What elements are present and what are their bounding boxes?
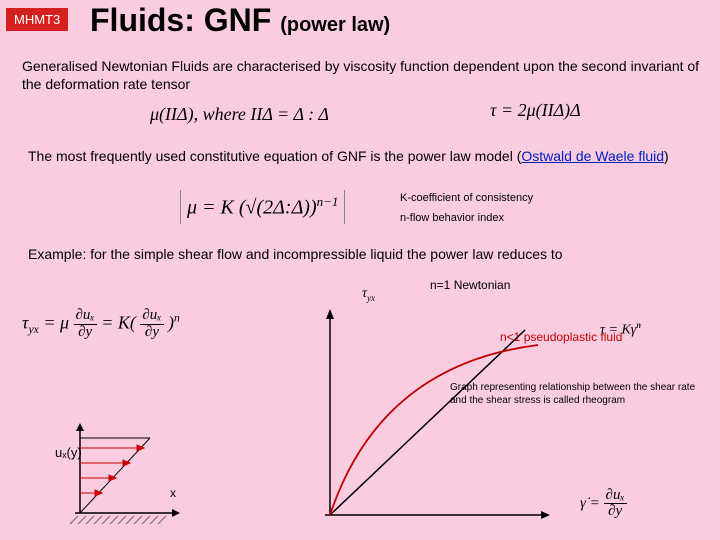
page-title: Fluids: GNF (power law) [90,2,390,39]
powerlaw-paragraph: The most frequently used constitutive eq… [28,148,700,166]
example-paragraph: Example: for the simple shear flow and i… [28,246,700,264]
shear-rate-equation: γ̇ = ∂uₓ∂y [580,488,627,521]
viscosity-equation: μ(IIΔ), where IIΔ = Δ : Δ [150,104,329,125]
intro-paragraph: Generalised Newtonian Fluids are charact… [22,58,700,93]
tau-equation: τ = 2μ(IIΔ)Δ [490,100,581,121]
rheogram-caption: Graph representing relationship between … [450,382,705,407]
n-index-label: n-flow behavior index [400,212,504,224]
shear-stress-equation: τyx = μ ∂uₓ∂y = K( ∂uₓ∂y )n [22,308,180,341]
para2b: ) [664,148,669,164]
tau-yx-axis-label: τyx [362,286,375,303]
k-coefficient-label: K-coefficient of consistency [400,192,533,204]
shear-flow-diagram [60,418,190,528]
newtonian-label: n=1 Newtonian [430,278,510,292]
title-main: Fluids: GNF [90,2,271,38]
ostwald-link[interactable]: Ostwald de Waele fluid [521,148,664,164]
para2a: The most frequently used constitutive eq… [28,148,521,164]
tau-k-equation: τ = Kγ̇n [600,320,641,339]
powerlaw-equation: μ = K (√(2Δ:Δ))n−1 [180,190,345,224]
title-sub: (power law) [280,14,390,36]
course-badge: MHMT3 [6,8,68,31]
